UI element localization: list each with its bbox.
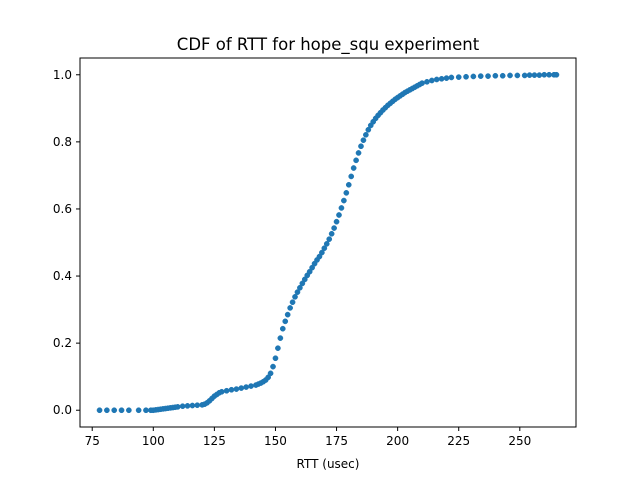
x-tick-label: 150 xyxy=(264,434,287,448)
data-point xyxy=(328,230,335,237)
data-point xyxy=(228,386,235,393)
data-point xyxy=(277,335,284,341)
data-point xyxy=(267,370,274,377)
data-point xyxy=(355,150,362,156)
x-tick-label: 225 xyxy=(447,434,470,448)
data-point xyxy=(104,407,110,414)
y-tick-label: 0.0 xyxy=(53,403,72,417)
x-axis-label: RTT (usec) xyxy=(297,457,360,471)
data-point xyxy=(321,245,328,252)
data-point xyxy=(323,240,330,247)
x-tick-label: 125 xyxy=(203,434,226,448)
data-point xyxy=(507,72,513,79)
data-point xyxy=(358,143,364,150)
data-point xyxy=(218,388,225,395)
data-point xyxy=(499,72,506,79)
data-point xyxy=(333,218,340,225)
data-point xyxy=(338,205,345,211)
data-point xyxy=(448,74,455,81)
x-tick-label: 100 xyxy=(142,434,165,448)
data-point xyxy=(348,173,355,180)
y-tick-label: 1.0 xyxy=(53,68,72,82)
data-series xyxy=(96,71,560,414)
plot-frame xyxy=(79,57,577,428)
x-tick-label: 75 xyxy=(85,434,100,448)
data-point xyxy=(294,289,301,295)
data-point xyxy=(96,407,103,414)
data-point xyxy=(289,299,296,306)
data-point xyxy=(272,355,279,362)
data-point xyxy=(443,75,450,81)
data-point xyxy=(365,126,372,133)
data-point xyxy=(292,293,298,300)
data-point xyxy=(521,72,528,79)
data-point xyxy=(118,407,125,414)
data-point xyxy=(353,157,359,164)
data-point xyxy=(514,72,521,79)
data-point xyxy=(536,72,543,78)
data-point xyxy=(341,197,347,204)
x-axis: 75 100 125 150 175 200 225 250 xyxy=(85,427,531,448)
data-point xyxy=(174,404,181,410)
data-point xyxy=(248,383,254,389)
data-point xyxy=(343,190,350,196)
data-point xyxy=(319,249,325,256)
data-point xyxy=(284,311,291,318)
data-point xyxy=(546,71,552,78)
data-point xyxy=(345,181,352,188)
data-point xyxy=(238,385,245,391)
y-tick-label: 0.8 xyxy=(53,135,72,149)
data-point xyxy=(350,165,357,171)
data-point xyxy=(189,402,196,409)
data-point xyxy=(433,76,440,83)
chart-title: CDF of RTT for hope_squ experiment xyxy=(177,35,480,55)
data-point xyxy=(470,73,477,80)
data-point xyxy=(463,73,469,80)
data-point xyxy=(531,72,538,78)
data-point xyxy=(360,137,367,144)
y-tick-label: 0.4 xyxy=(53,269,72,283)
data-point xyxy=(287,305,293,311)
data-point xyxy=(485,73,491,79)
data-point xyxy=(279,325,286,332)
data-point xyxy=(297,284,303,291)
data-point xyxy=(194,402,201,409)
data-point xyxy=(455,74,462,80)
data-point xyxy=(143,407,149,414)
x-tick-label: 175 xyxy=(325,434,348,448)
y-tick-label: 0.6 xyxy=(53,202,72,216)
data-point xyxy=(336,212,342,218)
data-point xyxy=(184,403,191,409)
data-point xyxy=(438,75,445,82)
data-point xyxy=(270,363,276,370)
data-point xyxy=(363,131,369,138)
data-point xyxy=(526,72,533,78)
data-point xyxy=(126,407,132,414)
y-tick-label: 0.2 xyxy=(53,336,72,350)
data-point xyxy=(111,407,118,414)
data-point xyxy=(492,72,499,79)
data-point xyxy=(419,80,425,87)
data-point xyxy=(326,236,333,242)
data-point xyxy=(541,71,548,78)
data-point xyxy=(553,71,560,78)
data-point xyxy=(233,386,240,392)
x-tick-label: 200 xyxy=(386,434,409,448)
data-point xyxy=(477,73,484,79)
data-point xyxy=(135,407,142,414)
data-point xyxy=(179,403,186,410)
data-point xyxy=(282,318,289,325)
data-point xyxy=(243,384,249,390)
y-axis: 0.0 0.2 0.4 0.6 0.8 1.0 xyxy=(53,68,80,417)
x-tick-label: 250 xyxy=(508,434,531,448)
data-point xyxy=(223,387,230,394)
data-point xyxy=(424,78,430,85)
data-point xyxy=(428,77,435,84)
data-point xyxy=(275,345,281,352)
data-point xyxy=(331,225,337,231)
